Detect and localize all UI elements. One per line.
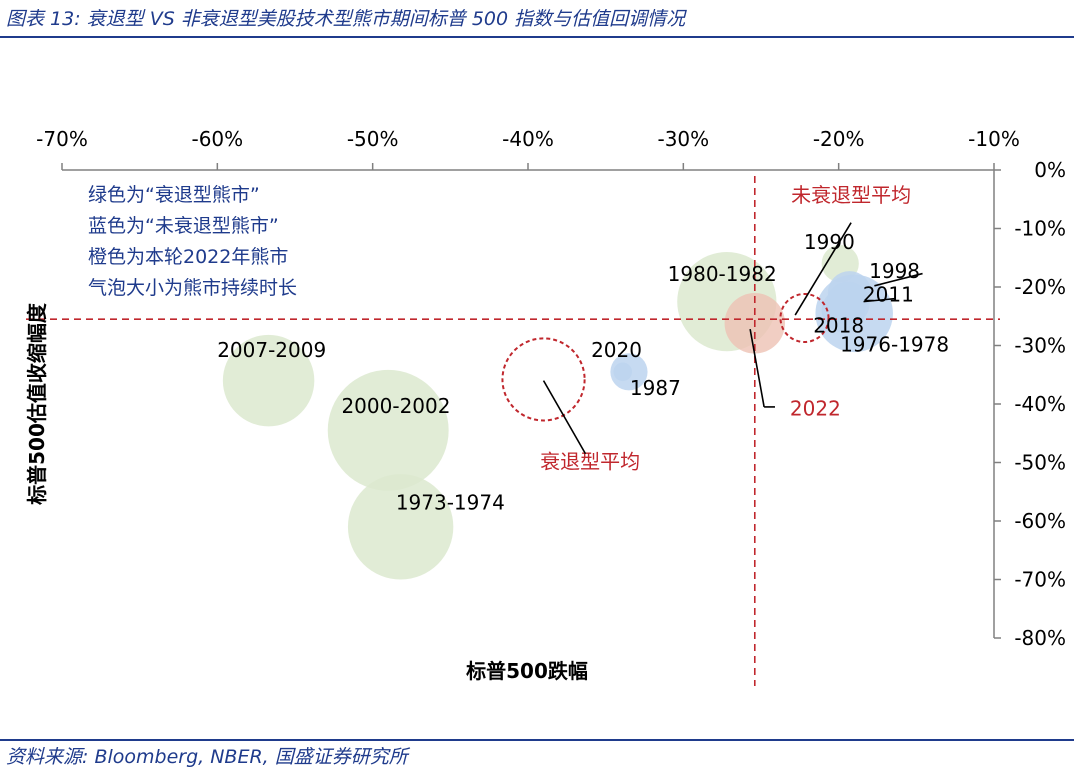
y-tick-label: -30% <box>1014 334 1066 358</box>
x-tick-label: -10% <box>968 127 1020 151</box>
leader-line <box>542 380 587 455</box>
legend-note: 绿色为“衰退型熊市” <box>88 184 260 206</box>
bubble-layer <box>222 245 893 580</box>
x-tick-label: -50% <box>347 127 399 151</box>
reference-lines <box>26 176 1000 686</box>
y-tick-label: -10% <box>1014 217 1066 241</box>
y-tick-label: -60% <box>1014 509 1066 533</box>
leader-line <box>863 297 895 303</box>
bubble-label-1973-1974: 1973-1974 <box>396 490 505 514</box>
bubble-label-2011: 2011 <box>863 283 914 307</box>
legend-note: 蓝色为“未衰退型熊市” <box>88 215 279 237</box>
legend-note: 橙色为本轮2022年熊市 <box>88 246 288 268</box>
axes: -70% -60% -50% -40% -30% -20% -10% 0% -10% -20% -3… <box>36 127 1066 650</box>
bubble-labels: 2007-2009 2000-2002 1973-1974 1980-1982 1990… <box>217 222 949 514</box>
average-label: 衰退型平均 <box>540 449 640 473</box>
y-tick-label: -80% <box>1014 626 1066 650</box>
x-tick-label: -60% <box>191 127 243 151</box>
bubble-label-2000-2002: 2000-2002 <box>341 394 450 418</box>
leader-line <box>874 272 923 287</box>
bubble-label-1998: 1998 <box>869 259 920 283</box>
figure-title: 图表 13: 衰退型 VS 非衰退型美股技术型熊市期间标普 500 指数与估值回… <box>6 8 686 30</box>
bottom-rule <box>0 739 1074 741</box>
average-circle <box>779 292 830 344</box>
bubble-label-1987: 1987 <box>630 376 681 400</box>
bubble-2018 <box>821 288 866 333</box>
top-rule <box>0 36 1074 38</box>
bubble-2007-2009 <box>222 334 315 427</box>
average-label: 未衰退型平均 <box>791 183 911 207</box>
bubble-2000-2002 <box>327 369 449 491</box>
x-tick-label: -40% <box>502 127 554 151</box>
bubble-label-1976-1978: 1976-1978 <box>840 332 949 356</box>
leader-line <box>749 328 765 408</box>
y-tick-label: 0% <box>1034 158 1066 182</box>
x-axis-title: 标普500跌幅 <box>466 659 588 683</box>
x-tick-label: -20% <box>813 127 865 151</box>
leader-line <box>794 222 852 316</box>
y-tick-label: -20% <box>1014 275 1066 299</box>
bubble-label-1990: 1990 <box>804 230 855 254</box>
y-tick-label: -70% <box>1014 568 1066 592</box>
bubble-label-2018: 2018 <box>813 314 864 338</box>
bubble-label-2007-2009: 2007-2009 <box>217 338 326 362</box>
y-tick-label: -40% <box>1014 392 1066 416</box>
bubble-2020 <box>613 362 633 382</box>
bubble-1973-1974 <box>347 474 454 580</box>
bubble-label-2022: 2022 <box>790 397 841 421</box>
source-note: 资料来源: Bloomberg, NBER, 国盛证券研究所 <box>6 746 408 768</box>
y-axis-title: 标普500估值收缩幅度 <box>25 302 49 505</box>
y-tick-label: -50% <box>1014 451 1066 475</box>
legend-note: 气泡大小为熊市持续时长 <box>88 277 297 299</box>
average-circle <box>501 337 586 422</box>
x-tick-label: -30% <box>657 127 709 151</box>
legend-notes: 绿色为“衰退型熊市” 蓝色为“未衰退型熊市” 橙色为本轮2022年熊市气泡大小为熊市… <box>88 184 297 299</box>
bubble-label-1980-1982: 1980-1982 <box>668 262 777 286</box>
x-tick-label: -70% <box>36 127 88 151</box>
average-circles: 衰退型平均 未衰退型平均 <box>501 183 911 473</box>
bubble-label-2020: 2020 <box>591 338 642 362</box>
